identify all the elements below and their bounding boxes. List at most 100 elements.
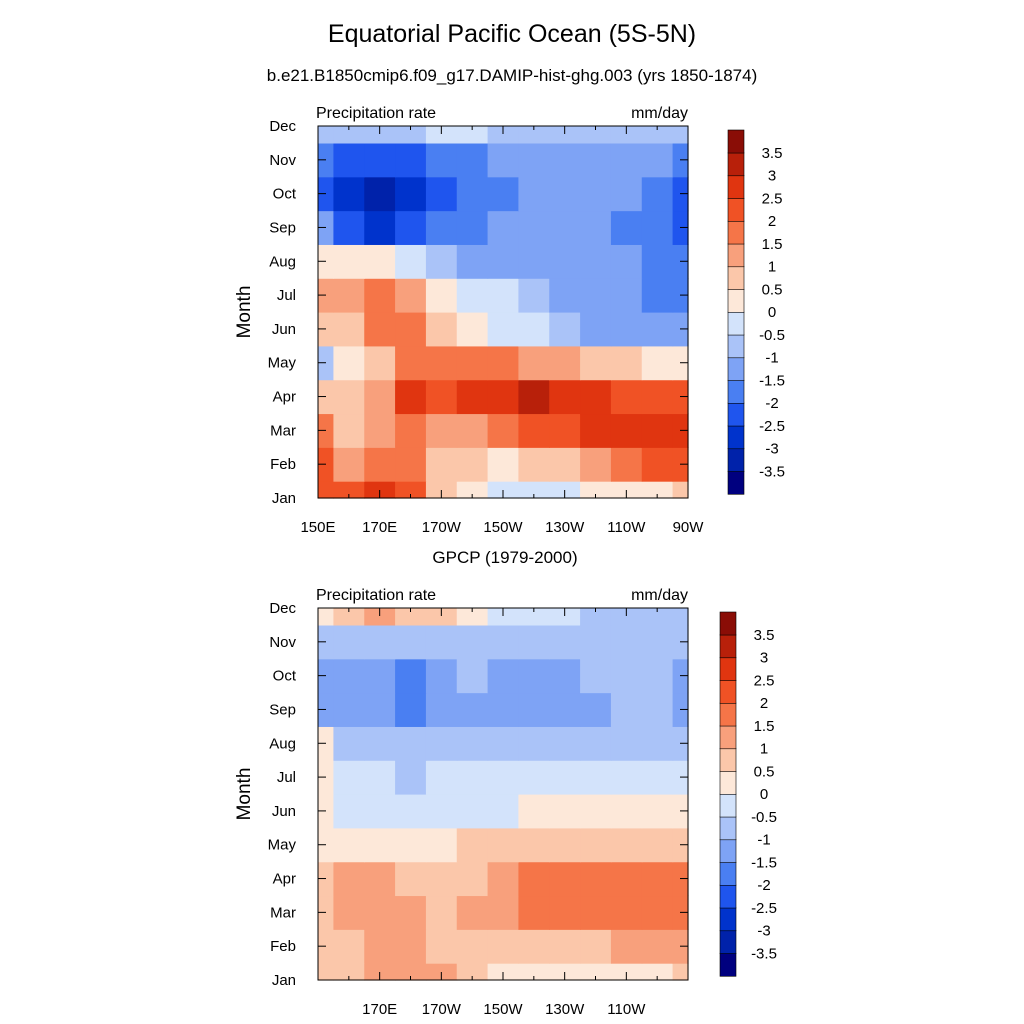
- heatmap-cell: [395, 827, 427, 863]
- y-tick-label: Sep: [269, 219, 296, 236]
- heatmap-cell: [641, 794, 674, 829]
- heatmap-cell: [395, 861, 427, 897]
- heatmap-cell: [425, 963, 458, 981]
- heatmap-cell: [364, 608, 396, 626]
- heatmap-cell: [333, 963, 365, 981]
- colorbar: -3.5 -3 -2.5 -2 -1.5 -1 -0.5 0 0.5 1 1.5 2 2.5 3 3.5: [727, 129, 785, 495]
- heatmap-cell: [456, 861, 489, 897]
- heatmap-cell: [456, 447, 489, 482]
- heatmap-cell: [487, 210, 520, 245]
- heatmap-cell: [425, 312, 458, 347]
- heatmap-cell: [518, 345, 550, 381]
- heatmap-cell: [333, 345, 365, 381]
- heatmap-cell: [333, 827, 365, 863]
- heatmap-cell: [333, 126, 365, 144]
- heatmap-cell: [333, 794, 365, 829]
- heatmap-cell: [518, 827, 550, 863]
- heatmap-cell: [395, 210, 427, 245]
- heatmap-cell: [395, 608, 427, 626]
- heatmap-cell: [549, 608, 581, 626]
- heatmap-cell: [425, 624, 458, 660]
- colorbar-label: -1: [757, 832, 770, 849]
- y-axis-label: Month: [234, 768, 255, 821]
- heatmap-cell: [395, 126, 427, 144]
- x-tick-label: 150W: [483, 1001, 523, 1018]
- heatmap-cell: [487, 379, 520, 415]
- colorbar-label: 3.5: [762, 145, 783, 162]
- heatmap-cell: [364, 379, 396, 415]
- heatmap-cell: [518, 726, 550, 761]
- heatmap-cell: [333, 413, 365, 448]
- heatmap-cell: [425, 345, 458, 381]
- colorbar-label: 0.5: [762, 281, 783, 298]
- heatmap-cell: [333, 379, 365, 415]
- heatmap-cell: [580, 692, 612, 727]
- x-tick-label: 170E: [362, 1001, 397, 1018]
- heatmap-cell: [672, 963, 689, 981]
- heatmap-cell: [610, 608, 643, 626]
- heatmap-cell: [364, 895, 396, 930]
- colorbar-label: -2.5: [751, 900, 777, 917]
- heatmap-cell: [610, 142, 643, 178]
- colorbar-swatch: [719, 770, 737, 795]
- main-title: Equatorial Pacific Ocean (5S-5N): [327, 20, 697, 48]
- heatmap-cell: [364, 929, 396, 964]
- colorbar-swatch: [719, 930, 737, 954]
- heatmap-cell: [364, 963, 396, 981]
- heatmap-cell: [364, 126, 396, 144]
- heatmap-cell: [518, 312, 550, 347]
- heatmap-cell: [364, 692, 396, 727]
- heatmap-cell: [333, 608, 365, 626]
- heatmap-cell: [518, 624, 550, 660]
- heatmap-cell: [395, 963, 427, 981]
- heatmap-cell: [487, 481, 520, 499]
- colorbar-swatch: [727, 334, 745, 359]
- colorbar-label: -1.5: [759, 372, 785, 389]
- colorbar-label: 2: [760, 695, 768, 712]
- heatmap-cell: [641, 692, 674, 727]
- colorbar-swatch: [727, 266, 745, 290]
- heatmap-cell: [395, 481, 427, 499]
- heatmap-cell: [610, 827, 643, 863]
- heatmap-cell: [549, 210, 581, 245]
- heatmap-cell: [333, 278, 365, 313]
- heatmap-cell: [318, 608, 335, 626]
- heatmap-cell: [425, 608, 458, 626]
- colorbar: -3.5 -3 -2.5 -2 -1.5 -1 -0.5 0 0.5 1 1.5 2 2.5 3 3.5: [719, 611, 777, 977]
- heatmap-cell: [395, 278, 427, 313]
- heatmap-cell: [364, 658, 396, 694]
- heatmap-cell: [456, 278, 489, 313]
- colorbar-label: 2: [768, 213, 776, 230]
- colorbar-swatch: [727, 197, 745, 222]
- heatmap-cell: [518, 895, 550, 930]
- heatmap-cell: [333, 312, 365, 347]
- heatmap-cell: [364, 244, 396, 279]
- heatmap-cell: [395, 929, 427, 964]
- heatmap-cell: [318, 481, 335, 499]
- heatmap-cell: [580, 345, 612, 381]
- heatmap-cell: [641, 608, 674, 626]
- colorbar-label: -1.5: [751, 854, 777, 871]
- heatmap-cell: [425, 827, 458, 863]
- heatmap-cell: [456, 481, 489, 499]
- heatmap-cell: [549, 413, 581, 448]
- heatmap-cell: [364, 481, 396, 499]
- heatmap-cell: [549, 624, 581, 660]
- heatmap-cell: [549, 278, 581, 313]
- heatmap-cell: [549, 345, 581, 381]
- heatmap-cell: [333, 210, 365, 245]
- heatmap-cell: [641, 658, 674, 694]
- colorbar-swatch: [719, 702, 737, 727]
- heatmap-cell: [549, 379, 581, 415]
- y-tick-label: Jan: [272, 490, 296, 507]
- colorbar-label: 2.5: [762, 190, 783, 207]
- heatmap-cell: [580, 861, 612, 897]
- heatmap-cell: [425, 929, 458, 964]
- heatmap-cell: [425, 658, 458, 694]
- heatmap-cell: [456, 312, 489, 347]
- colorbar-swatch: [719, 634, 737, 659]
- heatmap-cell: [610, 345, 643, 381]
- heatmap-cell: [456, 244, 489, 279]
- colorbar-label: 1.5: [754, 718, 775, 735]
